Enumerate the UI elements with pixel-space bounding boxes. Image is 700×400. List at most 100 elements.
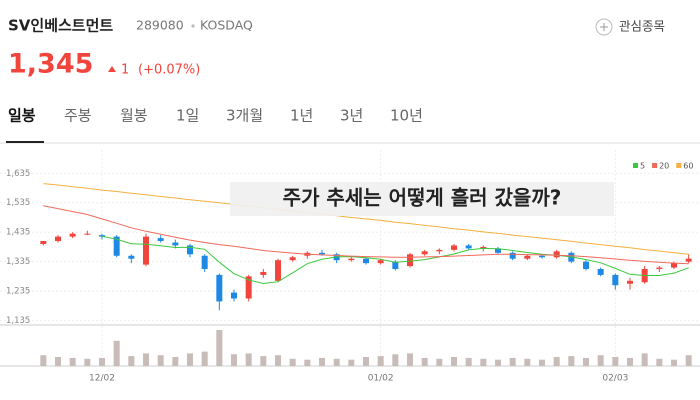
legend-swatch bbox=[676, 163, 682, 168]
candle-body bbox=[656, 267, 663, 270]
candle-body bbox=[597, 269, 604, 275]
volume-bar bbox=[656, 358, 663, 366]
ma-line bbox=[43, 183, 689, 255]
volume-bar bbox=[157, 355, 164, 366]
watch-button[interactable]: 관심종목 bbox=[595, 18, 665, 36]
stock-code: 289080 bbox=[136, 18, 184, 33]
volume-bar bbox=[348, 359, 355, 366]
change: 1 bbox=[121, 63, 129, 78]
candle-body bbox=[363, 258, 369, 264]
candle-body bbox=[84, 233, 91, 235]
watch-label[interactable]: 관심종목 bbox=[619, 19, 665, 34]
x-tick-label: 12/02 bbox=[89, 374, 115, 384]
volume-bar bbox=[187, 353, 193, 366]
candle-body bbox=[187, 245, 193, 255]
volume-bar bbox=[465, 357, 472, 366]
y-tick-label: 1,635 bbox=[6, 169, 30, 179]
tab[interactable]: 3개월 bbox=[226, 107, 263, 125]
volume-bar bbox=[55, 357, 61, 366]
volume-bar bbox=[201, 351, 208, 366]
tab[interactable]: 주봉 bbox=[64, 107, 92, 125]
market: KOSDAQ bbox=[200, 18, 253, 33]
y-tick-label: 1,235 bbox=[6, 287, 30, 297]
volume-bar bbox=[304, 359, 311, 366]
volume-bar bbox=[509, 357, 516, 366]
tab[interactable]: 일봉 bbox=[8, 107, 36, 125]
candle-body bbox=[157, 238, 164, 242]
candle-body bbox=[201, 255, 208, 270]
candle-body bbox=[172, 242, 179, 246]
candle-body bbox=[216, 274, 223, 302]
annotation-box bbox=[230, 182, 614, 216]
volume-bar bbox=[671, 359, 677, 366]
volume-bar bbox=[407, 353, 413, 366]
volume-bar bbox=[685, 355, 692, 366]
ma-line bbox=[43, 205, 689, 265]
volume-bar bbox=[480, 358, 487, 366]
y-tick-label: 1,335 bbox=[6, 257, 30, 267]
volume-bar bbox=[568, 356, 575, 366]
separator bbox=[191, 24, 195, 28]
candle-body bbox=[245, 276, 252, 299]
annotation: 주가 추세는 어떻게 흘러 갔을까? bbox=[283, 186, 562, 210]
legend-label: 20 bbox=[659, 162, 669, 171]
tab[interactable]: 1일 bbox=[176, 107, 199, 125]
volume-bar bbox=[451, 357, 457, 366]
candle-body bbox=[377, 260, 384, 264]
tab[interactable]: 1년 bbox=[290, 107, 313, 125]
volume-bar bbox=[40, 355, 47, 366]
candle-body bbox=[319, 252, 325, 255]
candle-body bbox=[99, 235, 105, 237]
volume-bar bbox=[392, 354, 399, 366]
volume-bar bbox=[363, 357, 369, 366]
plus-icon bbox=[595, 18, 613, 36]
y-tick-label: 1,135 bbox=[6, 316, 30, 326]
candle-body bbox=[275, 260, 281, 281]
tabs: 일봉 주봉 월봉 1일 3개월 1년 3년 10년 bbox=[8, 107, 423, 125]
volume-bar bbox=[612, 357, 619, 366]
volume-bar bbox=[377, 356, 384, 366]
price: 1,345 bbox=[8, 49, 93, 80]
candle-body bbox=[583, 261, 589, 270]
volume-bar bbox=[597, 355, 604, 366]
y-tick-label: 1,535 bbox=[6, 198, 30, 208]
y-tick-label: 1,435 bbox=[6, 228, 30, 238]
x-tick-label: 02/03 bbox=[602, 374, 628, 384]
candle-body bbox=[289, 257, 296, 261]
legend-swatch bbox=[652, 163, 658, 168]
candle-body bbox=[465, 245, 472, 249]
volume-bar bbox=[524, 358, 531, 366]
tab[interactable]: 3년 bbox=[340, 107, 363, 125]
volume-bar bbox=[495, 359, 501, 366]
stock-name: SV인베스트먼트 bbox=[8, 17, 113, 35]
chart: 1,135 1,235 1,335 1,435 1,535 1,635 12/02 01/02… bbox=[0, 150, 700, 384]
volume-bar bbox=[333, 358, 340, 366]
change-pct: (+0.07%) bbox=[138, 63, 200, 78]
candle-body bbox=[392, 261, 399, 270]
volume-bar bbox=[289, 358, 296, 366]
volume-bar bbox=[231, 354, 237, 366]
volume-bar bbox=[99, 357, 105, 366]
candle-body bbox=[553, 251, 560, 258]
tab[interactable]: 10년 bbox=[390, 107, 423, 125]
volume-bar bbox=[553, 357, 560, 366]
volume-bar bbox=[113, 340, 120, 366]
candle-body bbox=[407, 254, 413, 267]
candle-body bbox=[128, 255, 135, 259]
legend-swatch bbox=[633, 163, 638, 168]
candle-body bbox=[480, 246, 487, 249]
volume-bar bbox=[641, 353, 648, 366]
volume-bar bbox=[583, 357, 589, 366]
candle-body bbox=[451, 245, 457, 250]
candle-body bbox=[495, 248, 501, 253]
candle-body bbox=[524, 255, 531, 259]
ma-line bbox=[101, 235, 689, 285]
tab[interactable]: 월봉 bbox=[120, 107, 148, 125]
volume-bar bbox=[319, 357, 325, 366]
volume-bar bbox=[421, 357, 428, 366]
candle-body bbox=[612, 274, 619, 286]
volume-bar bbox=[539, 359, 545, 366]
candle-body bbox=[40, 241, 47, 244]
candle-body bbox=[143, 236, 149, 265]
